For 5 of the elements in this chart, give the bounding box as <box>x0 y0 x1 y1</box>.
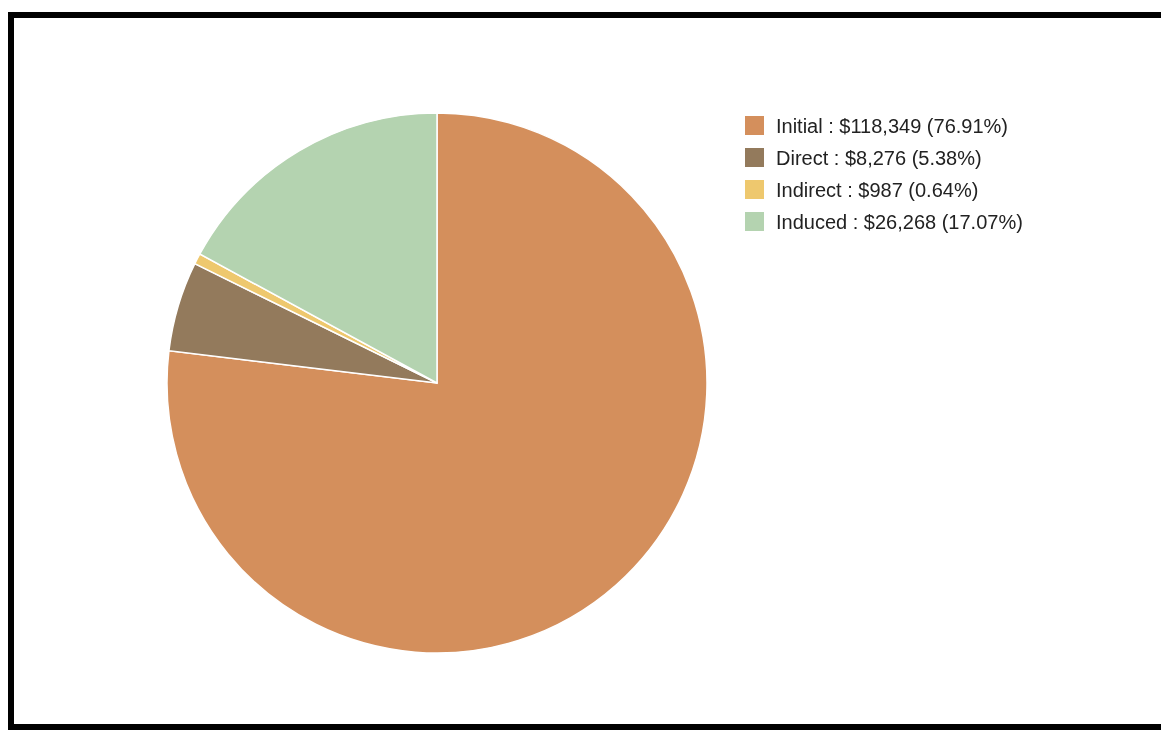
legend-label: Direct : $8,276 (5.38%) <box>776 147 982 169</box>
legend-label: Indirect : $987 (0.64%) <box>776 179 979 201</box>
legend-label: Induced : $26,268 (17.07%) <box>776 211 1023 233</box>
pie-slice <box>166 112 708 654</box>
legend-label: Initial : $118,349 (76.91%) <box>776 115 1009 137</box>
